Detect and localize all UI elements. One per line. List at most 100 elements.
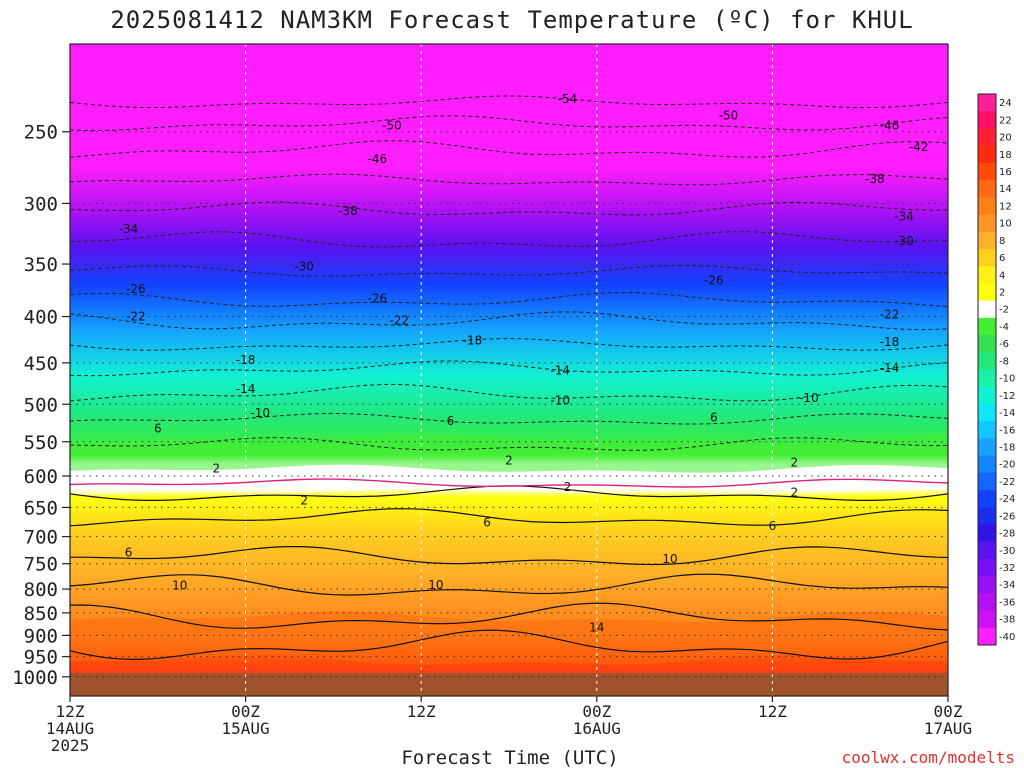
isotherm-label: 2: [300, 494, 308, 508]
pressure-tick-label: 350: [24, 254, 58, 276]
pressure-tick-label: 1000: [12, 667, 58, 689]
isotherm-label: 10: [662, 552, 677, 566]
pressure-tick-label: 450: [24, 353, 58, 375]
pressure-tick-label: 950: [24, 647, 58, 669]
isotherm-label: 2: [564, 480, 572, 494]
pressure-tick-label: 850: [24, 603, 58, 625]
colorbar-label: -6: [999, 339, 1009, 350]
colorbar-swatch: [978, 300, 996, 319]
isotherm-label: -34: [894, 209, 914, 223]
isotherm-label: -14: [236, 382, 256, 396]
colorbar-swatch: [978, 627, 996, 646]
colorbar-label: 20: [999, 133, 1012, 144]
isotherm-label: -18: [236, 353, 256, 367]
credit-text: coolwx.com/modelts: [842, 748, 1015, 767]
colorbar-label: -10: [999, 374, 1015, 385]
colorbar-swatch: [978, 490, 996, 508]
ground-below-surface: [70, 673, 948, 696]
isotherm-label: 6: [154, 422, 162, 436]
isotherm-label: -26: [704, 274, 724, 288]
pressure-axis: 2503003504004505005506006507007508008509…: [12, 122, 70, 689]
colorbar-swatch: [978, 507, 996, 525]
colorbar-label: 24: [999, 98, 1012, 109]
colorbar-label: -18: [999, 442, 1015, 453]
colorbar-label: 12: [999, 201, 1012, 212]
isotherm-solid: [70, 508, 948, 527]
isotherm-label: -38: [865, 172, 885, 186]
isotherm-solid: [70, 602, 948, 631]
pressure-tick-label: 550: [24, 432, 58, 454]
colorbar-swatch: [978, 283, 996, 302]
isotherm-label: -26: [126, 282, 146, 296]
colorbar-swatch: [978, 317, 996, 336]
pressure-tick-label: 500: [24, 394, 58, 416]
colorbar-swatch: [978, 180, 996, 198]
isotherm-label: 2: [213, 462, 221, 476]
colorbar-label: -32: [999, 563, 1015, 574]
isotherm-solid: [70, 629, 948, 661]
colorbar-label: -22: [999, 477, 1015, 488]
isotherm-label: -22: [880, 308, 900, 322]
colorbar-swatch: [978, 111, 996, 129]
colorbar-label: 18: [999, 150, 1012, 161]
colorbar-swatch: [978, 145, 996, 164]
colorbar-swatch: [978, 197, 996, 216]
pressure-tick-label: 750: [24, 554, 58, 576]
isotherm-lines: [70, 95, 948, 661]
colorbar-swatch: [978, 593, 996, 612]
isotherm-label: -14: [880, 361, 900, 375]
colorbar-label: -28: [999, 529, 1015, 540]
isotherm-label: -38: [338, 204, 358, 218]
colorbar-label: 10: [999, 219, 1012, 230]
isotherm-label: -10: [550, 393, 570, 407]
colorbar-label: 6: [999, 253, 1005, 264]
isotherm-solid: [70, 573, 948, 596]
colorbar-label: -30: [999, 546, 1015, 557]
time-tick-label: 12Z 14AUG 2025: [46, 702, 94, 755]
isotherm-label: -10: [250, 406, 270, 420]
colorbar-swatch: [978, 403, 996, 422]
isotherm-label: 6: [710, 410, 718, 424]
isotherm-label: -22: [389, 313, 409, 327]
plot-area: -54-50-50 -46-46-42-38-38-34-34-30-30-26-…: [70, 44, 948, 696]
colorbar-label: -16: [999, 425, 1015, 436]
isotherm-label: -22: [126, 310, 146, 324]
isotherm-label: -42: [909, 140, 929, 154]
colorbar-label: 2: [999, 288, 1005, 299]
colorbar-label: 22: [999, 115, 1012, 126]
isotherm-label: -18: [463, 333, 483, 347]
isotherm-label: -26: [367, 291, 387, 305]
isotherm-label: -18: [880, 335, 900, 349]
time-tick-label: 00Z 15AUG: [222, 702, 270, 738]
colorbar-label: -12: [999, 391, 1015, 402]
colorbar-swatch: [978, 266, 996, 284]
colorbar-swatch: [978, 162, 996, 181]
isotherm-label: 6: [483, 515, 491, 529]
isotherm-label: -46: [880, 118, 900, 132]
pressure-tick-label: 300: [24, 193, 58, 215]
colorbar-label: 16: [999, 167, 1012, 178]
colorbar-frame: [977, 93, 997, 646]
colorbar-label: -26: [999, 511, 1015, 522]
isotherm-label: 10: [172, 579, 187, 593]
isotherm-label: -50: [382, 118, 402, 132]
colorbar-swatch: [978, 128, 996, 147]
time-axis: 12Z 14AUG 2025 00Z 15AUG 12Z 00Z 16AUG 12Z 00Z 17A…: [46, 696, 972, 755]
colorbar-label: -24: [999, 494, 1015, 505]
isotherm-label: 2: [505, 454, 513, 468]
isotherm-label: 10: [428, 578, 443, 592]
colorbar-swatch: [978, 214, 996, 233]
colorbar-swatch: [978, 558, 996, 577]
isotherm-labels: -54-50-50 -46-46-42-38-38-34-34-30-30-26-…: [119, 92, 929, 634]
isotherm-label: 14: [589, 620, 604, 634]
time-tick-label: 00Z 17AUG: [924, 702, 972, 738]
pressure-tick-label: 900: [24, 625, 58, 647]
colorbar-label: -4: [999, 322, 1009, 333]
colorbar-swatch: [978, 455, 996, 474]
colorbar-swatch: [978, 472, 996, 491]
colorbar-swatch: [978, 438, 996, 457]
colorbar-label: -36: [999, 597, 1015, 608]
isotherm-dashed: [70, 311, 948, 331]
colorbar-swatch: [978, 248, 996, 267]
